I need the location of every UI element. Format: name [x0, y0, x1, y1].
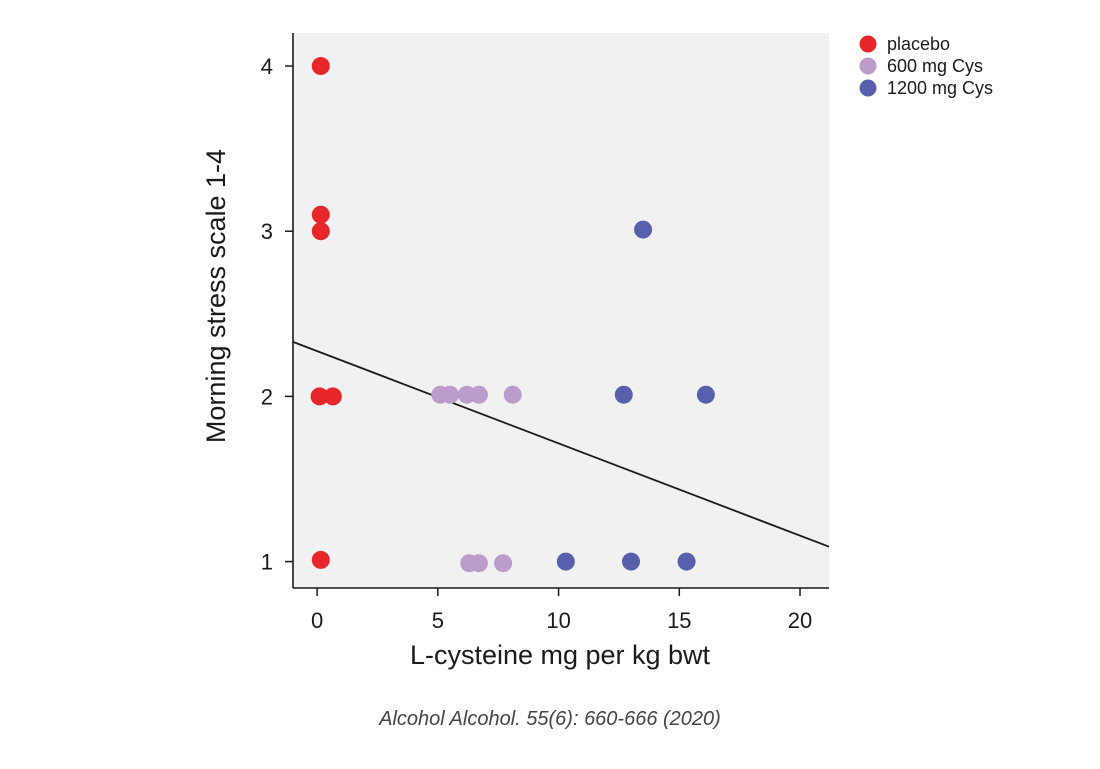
x-tick-label: 20 — [788, 608, 812, 633]
x-tick-label: 5 — [432, 608, 444, 633]
data-point — [311, 57, 330, 76]
x-tick-label: 0 — [311, 608, 323, 633]
trend-line — [292, 341, 830, 548]
legend-marker — [859, 35, 877, 53]
data-point — [634, 220, 653, 239]
y-tick-label: 2 — [261, 384, 273, 409]
data-point — [503, 385, 522, 404]
data-point — [622, 552, 641, 571]
legend-label: placebo — [887, 34, 950, 54]
data-point — [311, 550, 330, 569]
x-tick-label: 10 — [546, 608, 570, 633]
data-point — [469, 554, 488, 573]
y-tick-label: 3 — [261, 219, 273, 244]
y-tick-label: 1 — [261, 550, 273, 575]
citation: Alcohol Alcohol. 55(6): 660-666 (2020) — [379, 708, 721, 730]
data-point — [310, 387, 329, 406]
data-point — [311, 205, 330, 224]
legend-label: 600 mg Cys — [887, 56, 983, 76]
data-point — [323, 387, 342, 406]
y-axis-title: Morning stress scale 1-4 — [201, 149, 231, 443]
x-axis-title: L-cysteine mg per kg bwt — [410, 640, 711, 670]
data-point — [614, 385, 633, 404]
data-point — [494, 554, 513, 573]
data-point — [677, 552, 696, 571]
data-point — [469, 385, 488, 404]
y-tick-label: 4 — [261, 54, 273, 79]
data-point — [311, 222, 330, 241]
x-tick-label: 15 — [667, 608, 691, 633]
legend-marker — [859, 57, 877, 75]
legend-marker — [859, 79, 877, 97]
data-point — [556, 552, 575, 571]
legend-label: 1200 mg Cys — [887, 78, 993, 98]
data-point — [440, 385, 459, 404]
data-point — [696, 385, 715, 404]
plot-background — [293, 33, 829, 588]
